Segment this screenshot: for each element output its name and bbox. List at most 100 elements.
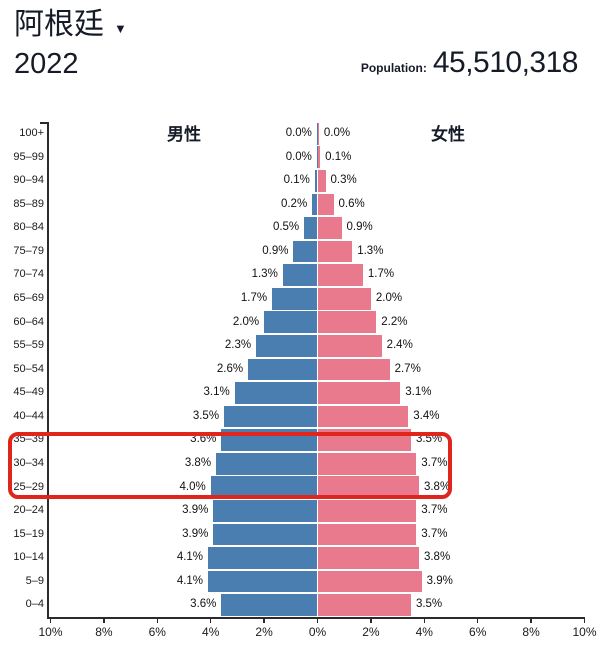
female-bar: [317, 382, 401, 404]
male-bar: [213, 523, 318, 546]
male-value-label: 1.7%: [240, 291, 268, 304]
age-group-label: 100+: [19, 127, 44, 139]
female-bar: [317, 405, 409, 428]
female-series-label: 女性: [431, 125, 465, 144]
x-axis-tick: [49, 617, 52, 623]
female-value-label: 0.9%: [346, 221, 373, 234]
x-axis-tick-label: 6%: [148, 625, 166, 639]
x-axis-tick: [103, 617, 105, 623]
male-bar: [316, 122, 318, 145]
x-axis-tick-label: 8%: [522, 625, 540, 639]
y-axis-top-tick: [40, 122, 49, 124]
age-group-label: 0–4: [25, 598, 44, 611]
male-value-label: 0.1%: [283, 174, 310, 187]
age-group-label: 35–39: [13, 433, 44, 446]
population-value: 45,510,318: [432, 46, 579, 79]
female-bar: [317, 570, 422, 593]
x-axis-tick-label: 10%: [38, 625, 63, 639]
female-bar: [317, 264, 363, 286]
female-bar: [317, 547, 419, 569]
male-value-label: 4.0%: [179, 480, 206, 493]
female-value-label: 0.3%: [330, 174, 357, 187]
y-axis-line: [47, 122, 49, 617]
female-value-label: 2.2%: [381, 315, 408, 328]
age-group-label: 40–44: [13, 409, 44, 422]
male-bar: [264, 311, 318, 334]
male-bar: [208, 570, 318, 593]
female-value-label: 1.3%: [357, 244, 384, 257]
male-bar: [282, 264, 318, 286]
male-value-label: 0.0%: [285, 127, 312, 139]
x-axis-line: [47, 617, 585, 619]
year-label: 2022: [14, 48, 79, 80]
x-axis-tick: [530, 617, 532, 623]
x-axis-tick: [316, 617, 319, 623]
male-bar: [312, 193, 318, 216]
x-axis-tick: [370, 617, 372, 623]
age-group-label: 55–59: [13, 339, 44, 352]
x-axis-tick-label: 8%: [95, 625, 113, 639]
female-bar: [317, 146, 321, 169]
age-group-label: 10–14: [13, 551, 44, 564]
female-bar: [317, 476, 419, 499]
male-value-label: 2.6%: [216, 362, 244, 375]
country-selector[interactable]: 阿根廷 ▼: [14, 6, 127, 44]
male-value-label: 0.0%: [285, 150, 312, 163]
age-group-label: 45–49: [13, 386, 44, 399]
female-value-label: 3.8%: [423, 480, 451, 493]
male-value-label: 0.9%: [262, 244, 289, 257]
male-bar: [256, 335, 318, 357]
x-axis-tick: [263, 617, 265, 623]
male-bar: [304, 217, 318, 239]
female-bar: [317, 358, 390, 381]
female-bar: [317, 170, 326, 192]
male-bar: [248, 358, 318, 381]
x-axis-tick-label: 2%: [255, 625, 273, 639]
female-bar: [317, 523, 417, 546]
female-bar: [317, 122, 319, 145]
male-bar: [293, 240, 318, 263]
country-selector-label[interactable]: 阿根廷: [14, 8, 104, 41]
male-bar: [210, 476, 318, 499]
age-group-label: 90–94: [13, 174, 44, 187]
female-value-label: 3.5%: [415, 433, 443, 446]
male-bar: [224, 405, 318, 428]
age-group-label: 30–34: [13, 456, 44, 469]
x-axis-tick-label: 4%: [415, 625, 433, 639]
female-bar: [317, 335, 382, 357]
age-group-label: 70–74: [13, 268, 44, 281]
female-value-label: 2.4%: [386, 339, 413, 352]
female-value-label: 0.6%: [338, 197, 365, 210]
age-group-label: 20–24: [13, 504, 44, 517]
female-bar: [317, 452, 417, 475]
age-group-label: 25–29: [13, 480, 44, 493]
female-value-label: 2.7%: [394, 362, 421, 375]
female-value-label: 3.7%: [421, 527, 448, 540]
age-group-label: 15–19: [13, 527, 44, 540]
male-bar: [316, 146, 318, 169]
x-axis-tick: [156, 617, 159, 623]
male-bar: [221, 594, 318, 616]
female-bar: [317, 240, 353, 263]
male-bar: [272, 287, 318, 310]
male-value-label: 3.1%: [203, 386, 230, 399]
female-value-label: 3.7%: [421, 504, 448, 517]
male-bar: [234, 382, 318, 404]
male-value-label: 2.0%: [232, 315, 260, 328]
chevron-down-icon[interactable]: ▼: [114, 20, 127, 36]
age-group-label: 65–69: [13, 291, 44, 304]
male-bar: [216, 452, 318, 475]
x-axis-tick-label: 10%: [572, 625, 597, 639]
male-value-label: 3.9%: [182, 504, 209, 517]
male-value-label: 4.1%: [176, 551, 204, 564]
female-value-label: 3.4%: [413, 409, 440, 422]
x-axis-tick-label: 2%: [362, 625, 380, 639]
age-group-label: 5–9: [25, 574, 44, 587]
female-value-label: 0.0%: [323, 127, 351, 139]
male-series-label: 男性: [167, 125, 201, 144]
female-value-label: 3.8%: [423, 551, 451, 564]
x-axis-tick-label: 6%: [469, 625, 487, 639]
age-group-label: 75–79: [13, 244, 44, 257]
female-value-label: 3.7%: [421, 456, 448, 469]
